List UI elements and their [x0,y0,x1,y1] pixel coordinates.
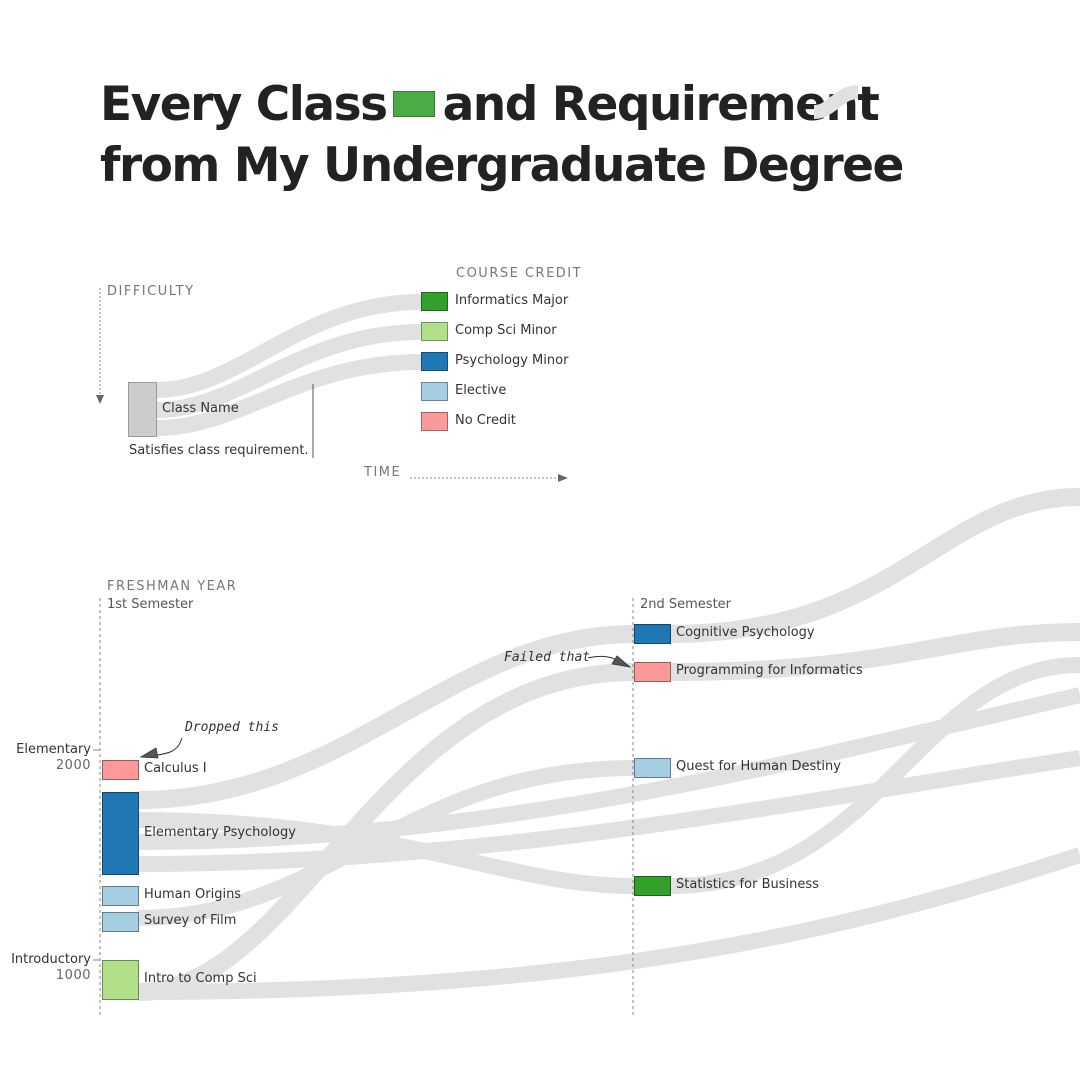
legend-label-informatics: Informatics Major [455,293,569,308]
class-name: Elementary Psychology [144,824,296,840]
title-ribbon-icon [813,85,859,119]
flow-ribbon [669,488,1080,643]
legend-label-elective: Elective [455,383,507,398]
title-text-1b: and Requirement [442,77,880,132]
title-text-1a: Every Class [100,77,388,132]
legend-label-compsci: Comp Sci Minor [455,323,557,338]
semester-2-label: 2nd Semester [640,597,732,612]
semester-1-label: 1st Semester [107,597,194,612]
legend-swatch-nocredit [421,412,448,431]
example-class-name: Class Name [162,401,239,416]
flow-ribbon [137,750,1080,872]
difficulty-level-value: 1000 [55,968,91,983]
legend-ribbon [156,354,422,436]
difficulty-level-name: Introductory [11,952,91,967]
legend-label-nocredit: No Credit [455,413,516,428]
difficulty-arrowhead [96,395,104,404]
time-arrowhead [558,474,568,482]
dropped-annotation: Dropped this [185,720,279,735]
flow-ribbon [137,847,1080,1000]
class-box [634,758,671,778]
legend-swatch-compsci [421,322,448,341]
difficulty-level-elementary: Elementary 2000 [0,742,91,774]
difficulty-level-value: 2000 [55,758,91,773]
example-class-box [128,382,157,437]
legend-ribbon [156,294,422,398]
legend-swatch-elective [421,382,448,401]
class-box [634,624,671,644]
class-name: Programming for Informatics [676,663,863,678]
legend-swatch-informatics [421,292,448,311]
class-box [102,886,139,906]
class-box [102,760,139,780]
flow-ribbon [669,623,1080,681]
page-title: Every Class and Requirement from My Under… [100,74,904,196]
dropped-arrowhead [139,747,159,759]
class-name: Intro to Comp Sci [144,971,257,986]
class-box [102,792,139,875]
class-name: Survey of Film [144,913,237,928]
difficulty-axis-label: DIFFICULTY [107,284,195,299]
class-box [634,662,671,682]
class-name: Calculus I [144,761,207,776]
course-credit-label: COURSE CREDIT [456,266,583,281]
legend-label-psych: Psychology Minor [455,353,569,368]
class-box [102,912,139,932]
legend-swatch-psych [421,352,448,371]
flow-ribbon [137,625,635,809]
failed-annotation: Failed that [504,650,591,665]
year-label: FRESHMAN YEAR [107,579,238,594]
class-box [634,876,671,896]
class-name: Human Origins [144,887,242,902]
difficulty-level-name: Elementary [16,742,91,757]
title-line-2: from My Undergraduate Degree [100,138,904,193]
example-requirement-text: Satisfies class requirement. [129,443,309,458]
flow-ribbon [669,657,1080,894]
class-name: Statistics for Business [676,877,819,892]
class-box [102,960,139,1000]
difficulty-level-introductory: Introductory 1000 [0,952,91,984]
failed-arrowhead [611,655,632,668]
time-axis-label: TIME [364,465,402,480]
class-name: Cognitive Psychology [676,625,815,640]
title-swatch-icon [392,91,435,117]
title-line-1: Every Class and Requirement [100,74,903,135]
class-name: Quest for Human Destiny [676,759,841,774]
legend-ribbon [156,324,422,418]
